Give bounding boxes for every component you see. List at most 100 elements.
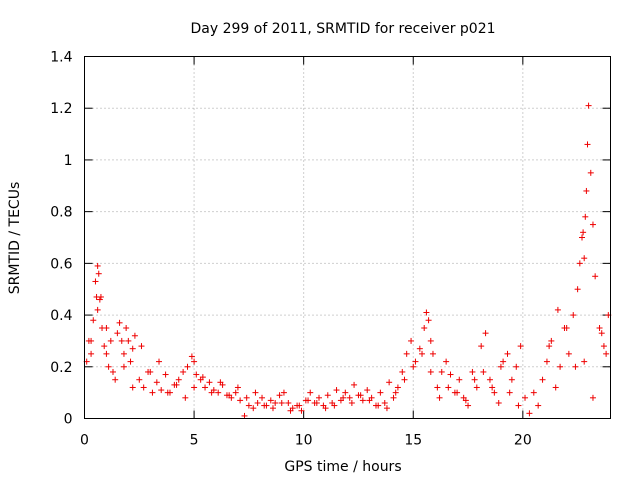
data-point: [495, 399, 502, 406]
data-point: [581, 358, 588, 365]
data-point: [366, 397, 373, 404]
data-point: [95, 270, 102, 277]
data-point: [554, 306, 561, 313]
data-point: [202, 384, 209, 391]
data-point: [250, 405, 257, 412]
data-point: [97, 293, 104, 300]
data-point: [480, 368, 487, 375]
data-point: [324, 392, 331, 399]
data-point: [584, 141, 591, 148]
data-point: [399, 368, 406, 375]
y-tick-label: 0.2: [50, 360, 72, 376]
data-point: [101, 343, 108, 350]
data-point: [342, 389, 349, 396]
data-point: [162, 371, 169, 378]
data-point: [416, 345, 423, 352]
data-point: [408, 337, 415, 344]
data-point: [103, 325, 110, 331]
data-point: [120, 350, 127, 357]
data-point: [88, 350, 95, 357]
data-point: [182, 394, 189, 401]
data-point: [125, 337, 132, 344]
y-tick-label: 0: [64, 412, 73, 428]
data-point: [94, 262, 101, 269]
data-point: [535, 402, 542, 409]
data-point: [147, 368, 154, 375]
data-point: [245, 402, 252, 409]
data-point: [557, 363, 564, 370]
data-point: [427, 337, 434, 344]
data-point: [237, 397, 244, 404]
data-point: [259, 394, 266, 401]
data-point: [587, 169, 594, 176]
data-point: [140, 384, 147, 391]
data-point: [454, 389, 461, 396]
data-point: [576, 260, 583, 267]
data-point: [278, 399, 285, 406]
data-point: [191, 384, 198, 391]
data-point: [112, 376, 119, 383]
data-point: [401, 376, 408, 383]
data-point: [180, 368, 187, 375]
data-point: [583, 187, 590, 194]
data-point: [473, 384, 480, 391]
x-tick-label: 0: [80, 433, 89, 449]
data-point: [226, 392, 233, 399]
data-point: [346, 394, 353, 401]
data-point: [603, 350, 610, 357]
data-point: [471, 376, 478, 383]
y-tick-label: 1.4: [50, 50, 72, 66]
data-point: [131, 332, 138, 339]
x-tick-label: 20: [514, 433, 532, 449]
data-point: [530, 389, 537, 396]
axis-ticks: 0 0.2 0.4 0.6 0.8 1 1.2 1.4 0 5 10 15 20: [50, 50, 611, 449]
data-point: [403, 350, 410, 357]
data-point: [375, 402, 382, 409]
data-point: [107, 337, 114, 344]
data-point: [589, 394, 596, 401]
data-point: [598, 330, 605, 337]
data-point: [331, 402, 338, 409]
data-point: [307, 389, 314, 396]
data-point: [517, 343, 524, 350]
data-point: [269, 405, 276, 412]
data-point: [348, 399, 355, 406]
data-point: [515, 402, 522, 409]
y-tick-label: 0.8: [50, 205, 72, 221]
data-point: [579, 234, 586, 241]
data-point: [574, 286, 581, 293]
data-point: [508, 376, 515, 383]
data-point: [118, 337, 125, 344]
data-point: [478, 343, 485, 350]
data-point: [129, 384, 136, 391]
data-point: [127, 358, 134, 365]
data-point: [386, 379, 393, 386]
data-point: [156, 358, 163, 365]
data-points: [83, 102, 612, 419]
data-point: [552, 384, 559, 391]
data-point: [565, 350, 572, 357]
data-point: [436, 394, 443, 401]
data-point: [412, 358, 419, 365]
data-point: [546, 343, 553, 350]
data-point: [486, 376, 493, 383]
data-point: [191, 358, 198, 365]
data-point: [243, 394, 250, 401]
data-point: [429, 350, 436, 357]
x-tick-label: 15: [404, 433, 422, 449]
x-tick-label: 5: [190, 433, 199, 449]
data-point: [206, 379, 213, 386]
data-point: [482, 330, 489, 337]
data-point: [462, 397, 469, 404]
data-point: [234, 384, 241, 391]
y-axis-label: SRMTID / TECUs: [7, 182, 23, 295]
data-point: [280, 389, 287, 396]
data-point: [296, 402, 303, 409]
data-point: [103, 350, 110, 357]
data-point: [188, 353, 195, 360]
data-point: [539, 376, 546, 383]
data-point: [92, 278, 99, 285]
data-point: [364, 387, 371, 394]
data-point: [506, 389, 513, 396]
